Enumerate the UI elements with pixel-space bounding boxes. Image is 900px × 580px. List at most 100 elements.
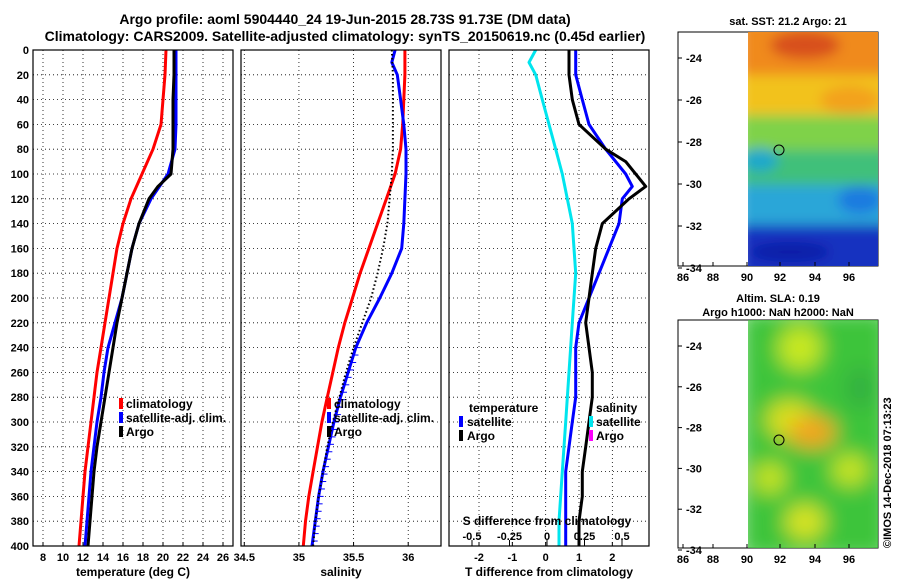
sla-map-subtitle: Argo h1000: NaN h2000: NaN	[702, 307, 854, 319]
legend-entry: satellite-adj. clim.	[334, 411, 434, 425]
s-tick-label: 0.25	[574, 531, 595, 543]
legend-swatch	[589, 416, 593, 427]
x-tick-label: 16	[117, 552, 129, 564]
map-x-tick-label: 94	[809, 554, 822, 566]
series-climatology	[301, 50, 407, 546]
legend-swatch	[327, 398, 331, 409]
legend-entry: climatology	[126, 397, 193, 411]
temperature-panel: 8 10 12 14 16 18 20 22 24 26 temperature (deg C) 0 2…	[11, 45, 234, 579]
x-tick-label: 8	[40, 552, 46, 564]
y-tick-label: 220	[11, 318, 29, 330]
y-tick-label: 80	[17, 144, 29, 156]
map-y-tick-label: -26	[686, 382, 702, 394]
x-tick-label: 22	[177, 552, 189, 564]
x-tick-label: 34.5	[234, 552, 255, 564]
panel-frame	[448, 49, 650, 547]
s-tick-label: 0.5	[614, 531, 629, 543]
y-tick-label: 240	[11, 343, 29, 355]
x-axis-label: temperature (deg C)	[76, 565, 190, 579]
map-y-tick-label: -32	[686, 221, 702, 233]
map-y-tick-label: -32	[686, 504, 702, 516]
x-tick-label: 14	[97, 552, 110, 564]
panel-frame	[32, 49, 234, 547]
sst-field	[748, 32, 878, 266]
y-tick-label: 120	[11, 194, 29, 206]
series-group	[301, 50, 408, 546]
s-tick-label: 0	[544, 531, 550, 543]
y-tick-label: 260	[11, 367, 29, 379]
x-tick-label: 26	[217, 552, 229, 564]
x-tick-label: 0	[543, 552, 549, 564]
sla-field	[748, 320, 878, 548]
map-y-tick-label: -30	[686, 179, 702, 191]
s-difference-axis-label: S difference from climatology	[463, 514, 632, 528]
y-tick-label: 200	[11, 293, 29, 305]
legend-swatch	[459, 416, 463, 427]
map-x-tick-label: 94	[809, 272, 822, 284]
y-tick-label: 380	[11, 516, 29, 528]
legend-entry: Argo	[334, 425, 362, 439]
y-tick-label: 160	[11, 243, 29, 255]
argo-location-marker	[773, 144, 785, 156]
x-tick-label: 2	[609, 552, 615, 564]
sla-map: 86 88 90 92 94 96 -24 -26 -28 -30 -32 -34	[677, 319, 879, 566]
y-tick-label: 280	[11, 392, 29, 404]
legend-swatch	[119, 426, 123, 437]
legend-swatch	[327, 426, 331, 437]
legend-swatch	[119, 412, 123, 423]
map-x-tick-label: 92	[774, 272, 786, 284]
map-x-tick-label: 92	[774, 554, 786, 566]
legend-title-salinity: salinity	[596, 401, 638, 415]
legend-title-temperature: temperature	[469, 401, 539, 415]
y-tick-label: 20	[17, 70, 29, 82]
map-y-tick-label: -24	[686, 341, 703, 353]
sst-map: 86 88 90 92 94 96 -24 -26 -28 -30 -32 -34	[677, 31, 879, 284]
map-x-tick-label: 88	[707, 272, 719, 284]
y-tick-label: 340	[11, 467, 29, 479]
map-y-tick-label: -30	[686, 463, 702, 475]
legend-entry: Argo	[467, 429, 495, 443]
map-x-tick-label: 90	[741, 554, 753, 566]
map-y-tick-label: -28	[686, 137, 702, 149]
map-y-tick-label: -24	[686, 53, 703, 65]
legend-swatch	[327, 412, 331, 423]
y-tick-label: 140	[11, 219, 29, 231]
legend-entry: Argo	[126, 425, 154, 439]
x-tick-label: -2	[474, 552, 484, 564]
sst-map-title: sat. SST: 21.2 Argo: 21	[729, 16, 847, 28]
x-tick-label: 20	[157, 552, 169, 564]
x-tick-label: 18	[137, 552, 149, 564]
map-y-tick-label: -28	[686, 423, 702, 435]
s-tick-label: -0.5	[463, 531, 482, 543]
figure-title-line2: Climatology: CARS2009. Satellite-adjuste…	[45, 28, 646, 44]
series-group	[527, 50, 648, 546]
x-tick-label: 35	[293, 552, 305, 564]
x-tick-label: 12	[77, 552, 89, 564]
x-axis-label: salinity	[320, 565, 362, 579]
legend: temperaturesatelliteArgosalinitysatellit…	[459, 401, 641, 443]
map-x-tick-label: 86	[677, 272, 689, 284]
legend-entry: climatology	[334, 397, 401, 411]
series-temperature-satellite	[564, 50, 634, 546]
legend-entry: Argo	[596, 429, 624, 443]
map-y-tick-label: -34	[686, 263, 703, 275]
x-tick-label: 35.5	[343, 552, 364, 564]
sst-map-axes: 86 88 90 92 94 96 -24 -26 -28 -30 -32 -34	[677, 53, 855, 284]
legend-swatch	[589, 430, 593, 441]
figure-title-line1: Argo profile: aoml 5904440_24 19-Jun-201…	[119, 11, 570, 27]
map-x-tick-label: 96	[843, 554, 855, 566]
series-temperature-argo	[567, 50, 648, 546]
x-tick-label: 10	[57, 552, 69, 564]
difference-panel: -2 -1 0 1 2T difference from climatology temp…	[448, 49, 650, 579]
legend-entry: satellite	[467, 415, 512, 429]
argo-location-marker	[773, 434, 785, 446]
y-tick-label: 180	[11, 268, 29, 280]
x-tick-label: -1	[507, 552, 517, 564]
map-y-tick-label: -26	[686, 95, 702, 107]
y-tick-label: 360	[11, 491, 29, 503]
series-argo	[86, 50, 176, 546]
y-tick-label: 320	[11, 442, 29, 454]
